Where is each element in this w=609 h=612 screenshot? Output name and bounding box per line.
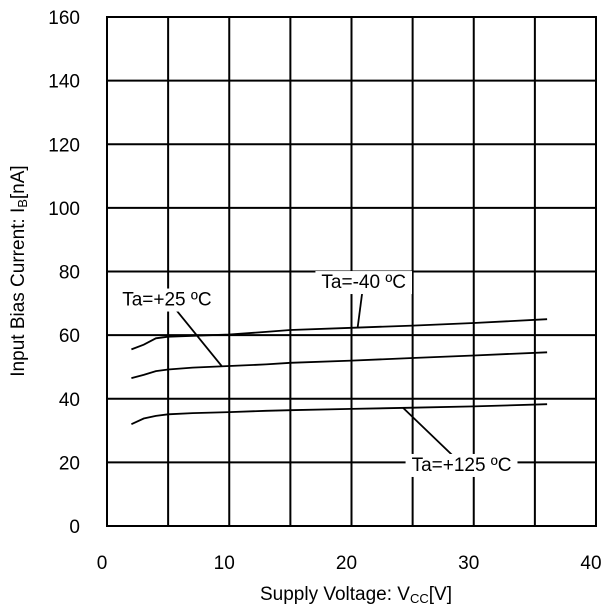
y-axis-title: Input Bias Current: IB[nA] <box>8 165 30 376</box>
annotation-label-bg <box>315 271 413 295</box>
x-axis-title-unit: [V] <box>429 584 452 605</box>
annotation-label-bg <box>116 288 218 312</box>
series-line <box>131 318 548 351</box>
x-tick-label: 40 <box>580 553 601 574</box>
x-tick-label: 30 <box>458 553 479 574</box>
series-line <box>131 403 548 426</box>
y-tick-label: 100 <box>48 199 80 220</box>
plot-frame <box>106 16 597 527</box>
y-tick-label: 160 <box>48 8 80 29</box>
x-tick-label: 10 <box>214 553 235 574</box>
x-axis-title-main: Supply Voltage: V <box>260 584 410 605</box>
y-tick-label: 140 <box>48 72 80 93</box>
y-axis-title-main: Input Bias Current: I <box>8 208 29 377</box>
y-tick-label: 40 <box>59 390 80 411</box>
y-tick-label: 20 <box>59 453 80 474</box>
annotation-label-bg <box>405 453 518 477</box>
x-axis-title-sub: CC <box>410 591 429 606</box>
x-tick-labels: 0 10 20 30 40 <box>97 553 602 574</box>
series-lines <box>131 318 548 426</box>
y-tick-label: 80 <box>59 263 80 284</box>
x-axis-title: Supply Voltage: VCC[V] <box>260 584 452 606</box>
x-tick-label: 20 <box>336 553 357 574</box>
y-tick-label: 60 <box>59 326 80 347</box>
y-tick-label: 0 <box>69 517 80 538</box>
y-tick-labels: 0 20 40 60 80 100 120 140 160 <box>48 8 80 538</box>
y-tick-label: 120 <box>48 135 80 156</box>
annotation-label: Ta=+125 ºC <box>412 455 512 476</box>
x-tick-label: 0 <box>97 553 108 574</box>
y-axis-title-sub: B <box>15 199 30 208</box>
series-line <box>131 351 548 379</box>
grid-lines <box>107 17 596 526</box>
y-axis-title-unit: [nA] <box>8 165 29 199</box>
annotations: Ta=+25 ºC Ta=-40 ºC Ta=+125 ºC <box>116 271 518 477</box>
annotation-label: Ta=-40 ºC <box>321 272 406 293</box>
annotation-label: Ta=+25 ºC <box>122 290 211 311</box>
